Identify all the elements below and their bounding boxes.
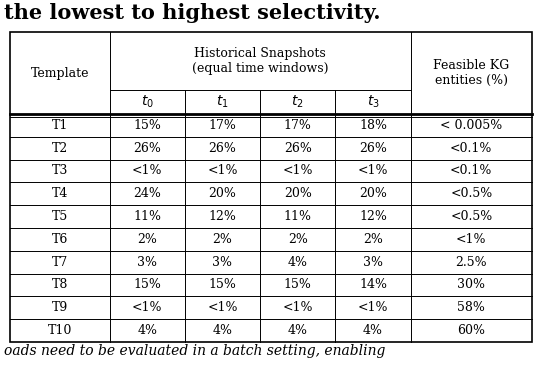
Text: 20%: 20% — [209, 187, 236, 200]
Text: 18%: 18% — [359, 119, 387, 132]
Text: < 0.005%: < 0.005% — [440, 119, 502, 132]
Text: 12%: 12% — [209, 210, 236, 223]
Text: <0.5%: <0.5% — [450, 187, 493, 200]
Text: 26%: 26% — [284, 142, 312, 155]
Text: 4%: 4% — [288, 256, 308, 269]
Text: <1%: <1% — [132, 301, 163, 314]
Text: 2.5%: 2.5% — [455, 256, 487, 269]
Text: <0.5%: <0.5% — [450, 210, 493, 223]
Text: 4%: 4% — [363, 324, 383, 337]
Text: oads need to be evaluated in a batch setting, enabling: oads need to be evaluated in a batch set… — [4, 344, 385, 358]
Text: 12%: 12% — [359, 210, 387, 223]
Text: T5: T5 — [51, 210, 68, 223]
Text: 2%: 2% — [363, 233, 383, 246]
Text: 58%: 58% — [457, 301, 485, 314]
Text: $t_2$: $t_2$ — [292, 94, 304, 110]
Text: <1%: <1% — [132, 165, 163, 178]
Text: 4%: 4% — [212, 324, 233, 337]
Text: 17%: 17% — [209, 119, 236, 132]
Text: T3: T3 — [51, 165, 68, 178]
Text: $t_0$: $t_0$ — [141, 94, 153, 110]
Text: 26%: 26% — [133, 142, 161, 155]
Text: <1%: <1% — [207, 301, 238, 314]
Text: 15%: 15% — [209, 279, 236, 292]
Text: 26%: 26% — [209, 142, 236, 155]
Text: 26%: 26% — [359, 142, 387, 155]
Text: 20%: 20% — [284, 187, 312, 200]
Text: 3%: 3% — [212, 256, 233, 269]
Text: <1%: <1% — [282, 301, 313, 314]
Text: 14%: 14% — [359, 279, 387, 292]
Text: 4%: 4% — [137, 324, 157, 337]
Text: 11%: 11% — [283, 210, 312, 223]
Text: T10: T10 — [48, 324, 72, 337]
Text: 2%: 2% — [137, 233, 157, 246]
Text: 30%: 30% — [457, 279, 485, 292]
Text: 2%: 2% — [288, 233, 308, 246]
Text: T7: T7 — [51, 256, 68, 269]
Text: Feasible KG
entities (%): Feasible KG entities (%) — [433, 59, 509, 87]
Text: T8: T8 — [51, 279, 68, 292]
Text: 15%: 15% — [133, 279, 161, 292]
Text: <1%: <1% — [358, 301, 388, 314]
Text: <0.1%: <0.1% — [450, 165, 493, 178]
Text: 3%: 3% — [137, 256, 157, 269]
Text: T1: T1 — [51, 119, 68, 132]
Bar — [10, 32, 532, 342]
Text: T4: T4 — [51, 187, 68, 200]
Text: T2: T2 — [51, 142, 68, 155]
Text: $t_3$: $t_3$ — [366, 94, 379, 110]
Text: 60%: 60% — [457, 324, 485, 337]
Text: 15%: 15% — [284, 279, 312, 292]
Text: <1%: <1% — [358, 165, 388, 178]
Text: 11%: 11% — [133, 210, 161, 223]
Text: 24%: 24% — [133, 187, 161, 200]
Text: T9: T9 — [51, 301, 68, 314]
Text: <1%: <1% — [456, 233, 487, 246]
Text: Template: Template — [30, 67, 89, 80]
Text: <0.1%: <0.1% — [450, 142, 493, 155]
Text: the lowest to highest selectivity.: the lowest to highest selectivity. — [4, 3, 380, 23]
Text: 3%: 3% — [363, 256, 383, 269]
Text: <1%: <1% — [207, 165, 238, 178]
Text: 2%: 2% — [212, 233, 233, 246]
Text: T6: T6 — [51, 233, 68, 246]
Text: Historical Snapshots
(equal time windows): Historical Snapshots (equal time windows… — [192, 47, 328, 75]
Text: 15%: 15% — [133, 119, 161, 132]
Text: 17%: 17% — [284, 119, 312, 132]
Text: <1%: <1% — [282, 165, 313, 178]
Text: 4%: 4% — [288, 324, 308, 337]
Text: $t_1$: $t_1$ — [216, 94, 229, 110]
Text: 20%: 20% — [359, 187, 387, 200]
